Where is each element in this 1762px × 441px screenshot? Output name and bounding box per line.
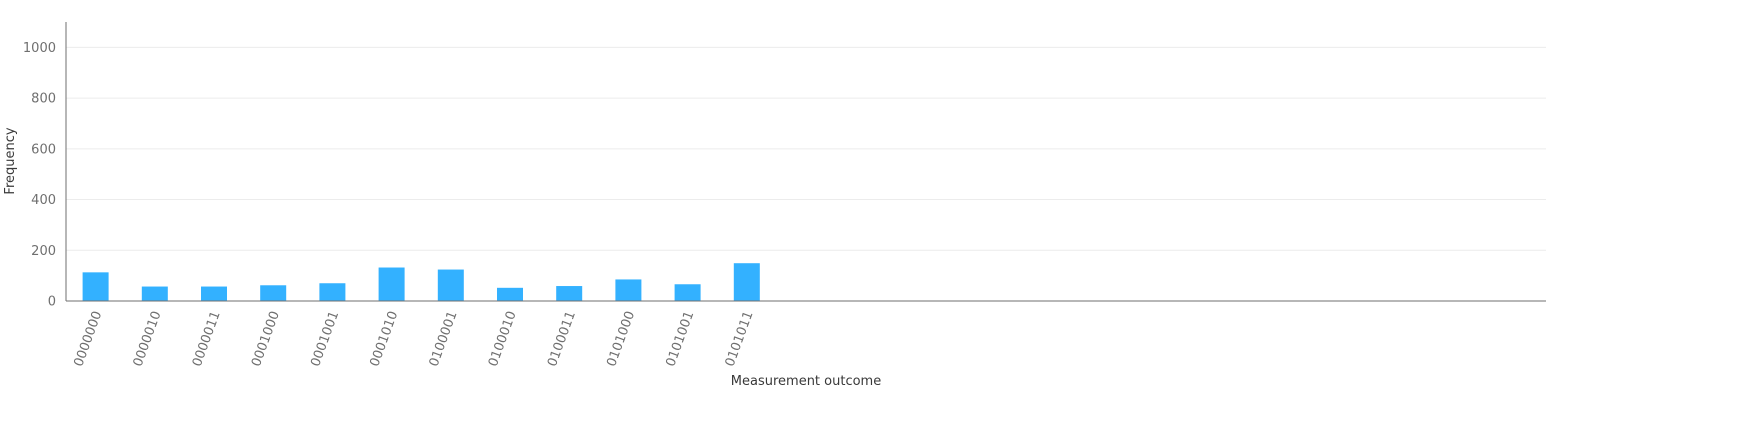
- bars: [82, 263, 760, 301]
- x-tick-label: 0100011: [545, 309, 579, 369]
- bar-0101001: [674, 284, 701, 301]
- bar-0101011: [733, 263, 760, 301]
- x-tick-label: 0100001: [427, 309, 461, 369]
- x-tick-label: 0001000: [249, 309, 283, 369]
- x-tick-label: 0000011: [190, 309, 224, 369]
- x-tick-label: 0001010: [367, 309, 401, 369]
- bar-0001001: [319, 283, 346, 301]
- y-tick-label: 800: [31, 92, 56, 107]
- bar-0100001: [437, 269, 464, 301]
- x-tick-label: 0101000: [604, 309, 638, 369]
- bar-0001000: [260, 285, 287, 301]
- y-tick-label: 1000: [23, 41, 56, 56]
- bar-0000000: [82, 272, 109, 301]
- bar-0101000: [615, 279, 642, 301]
- grid-lines: [66, 46, 1546, 251]
- y-axis-title: Frequency: [3, 127, 18, 194]
- x-tick-label: 0001001: [308, 309, 342, 369]
- bar-0100010: [497, 287, 523, 301]
- y-tick-label: 0: [48, 295, 56, 310]
- x-tick-label: 0000010: [131, 309, 165, 369]
- y-tick-label: 600: [31, 142, 56, 157]
- x-tick-label: 0000000: [71, 309, 105, 369]
- bar-0000011: [201, 286, 227, 301]
- axes: [65, 22, 1546, 302]
- y-tick-label: 200: [31, 244, 56, 259]
- bar-0000010: [141, 286, 168, 301]
- x-tick-label: 0100010: [486, 309, 520, 369]
- y-tick-label: 400: [31, 193, 56, 208]
- bar-0100011: [556, 286, 583, 301]
- x-axis-title: Measurement outcome: [731, 374, 881, 389]
- x-tick-labels: 0000000 0000010 0000011 0001000 0001001 00010…: [71, 309, 756, 369]
- x-tick-label: 0101011: [723, 309, 757, 369]
- y-tick-labels: 0 200 400 600 800 1000: [23, 41, 56, 310]
- x-tick-label: 0101001: [663, 309, 697, 369]
- bar-0001010: [378, 267, 405, 301]
